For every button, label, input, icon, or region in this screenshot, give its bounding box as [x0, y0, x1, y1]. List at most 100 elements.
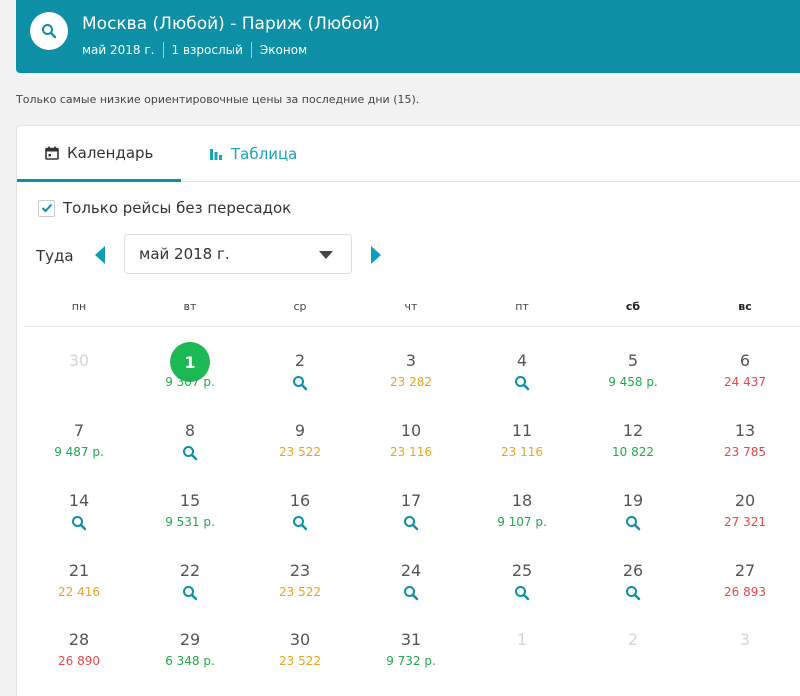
calendar-day-cell[interactable]: 6 24 437	[695, 351, 795, 417]
calendar-day-cell[interactable]: 24	[361, 561, 461, 627]
search-icon[interactable]	[514, 375, 530, 391]
weekday-label: сб	[625, 300, 641, 313]
calendar-day-cell[interactable]: 2	[250, 351, 350, 417]
calendar-day-cell[interactable]: 4	[472, 351, 572, 417]
calendar-day-cell[interactable]: 30 23 522	[250, 630, 350, 696]
day-number: 22	[179, 561, 201, 580]
tab-calendar[interactable]: Календарь	[17, 126, 181, 182]
nonstop-label: Только рейсы без пересадок	[63, 199, 292, 217]
calendar-day-cell[interactable]: 13 23 785	[695, 421, 795, 487]
calendar-day-cell[interactable]: 29 6 348 р.	[140, 630, 240, 696]
price-note: Только самые низкие ориентировочные цены…	[16, 93, 420, 106]
calendar-day-cell[interactable]: 12 10 822	[583, 421, 683, 487]
day-number: 15	[179, 491, 201, 510]
day-number: 19	[622, 491, 644, 510]
search-button[interactable]	[30, 12, 68, 50]
calendar-day-cell[interactable]: 8	[140, 421, 240, 487]
view-tabs: Календарь Таблица	[17, 126, 800, 182]
day-price[interactable]: 22 416	[58, 585, 100, 599]
calendar-day-cell[interactable]: 17	[361, 491, 461, 557]
calendar-day-cell[interactable]: 19	[583, 491, 683, 557]
weekday-label: вс	[738, 300, 752, 313]
calendar-day-cell[interactable]: 9 23 522	[250, 421, 350, 487]
day-price[interactable]: 9 732 р.	[386, 654, 436, 668]
calendar-day-cell[interactable]: 10 23 116	[361, 421, 461, 487]
nonstop-filter[interactable]: Только рейсы без пересадок	[38, 199, 291, 217]
day-number: 24	[400, 561, 422, 580]
calendar-day-cell[interactable]: 15 9 531 р.	[140, 491, 240, 557]
calendar-day-cell[interactable]: 20 27 321	[695, 491, 795, 557]
calendar-day-cell[interactable]: 18 9 107 р.	[472, 491, 572, 557]
calendar-day-cell[interactable]: 26	[583, 561, 683, 627]
search-icon[interactable]	[625, 515, 641, 531]
calendar-day-cell[interactable]: 23 23 522	[250, 561, 350, 627]
next-month-arrow[interactable]	[371, 246, 381, 264]
calendar-day-cell[interactable]: 11 23 116	[472, 421, 572, 487]
day-number: 25	[511, 561, 533, 580]
day-number: 29	[179, 630, 201, 649]
tab-calendar-label: Календарь	[67, 143, 154, 162]
calendar-day-cell[interactable]: 25	[472, 561, 572, 627]
month-select-value: май 2018 г.	[139, 245, 230, 263]
calendar-day-cell: 2	[583, 630, 683, 696]
calendar-day-cell[interactable]: 21 22 416	[29, 561, 129, 627]
day-price[interactable]: 24 437	[724, 375, 766, 389]
search-month: май 2018 г.	[82, 43, 155, 57]
day-number: 2	[294, 351, 306, 370]
search-icon[interactable]	[71, 515, 87, 531]
calendar-day-cell[interactable]: 22	[140, 561, 240, 627]
calendar-day-cell[interactable]: 5 9 458 р.	[583, 351, 683, 417]
day-price[interactable]: 23 522	[279, 445, 321, 459]
calendar-panel: Календарь Таблица Только рейсы без перес…	[16, 125, 800, 696]
day-price[interactable]: 23 282	[390, 375, 432, 389]
search-icon[interactable]	[403, 515, 419, 531]
month-select[interactable]: май 2018 г.	[124, 234, 352, 274]
day-number: 5	[627, 351, 639, 370]
search-icon[interactable]	[403, 585, 419, 601]
nonstop-checkbox[interactable]	[38, 199, 55, 217]
selected-day-badge[interactable]: 1	[170, 342, 210, 382]
search-icon[interactable]	[292, 375, 308, 391]
search-icon[interactable]	[292, 515, 308, 531]
day-price[interactable]: 26 893	[724, 585, 766, 599]
calendar-day-cell[interactable]: 7 9 487 р.	[29, 421, 129, 487]
day-price[interactable]: 23 116	[390, 445, 432, 459]
day-number: 21	[68, 561, 90, 580]
calendar-day-cell[interactable]: 28 26 890	[29, 630, 129, 696]
search-icon[interactable]	[182, 585, 198, 601]
day-price[interactable]: 23 785	[724, 445, 766, 459]
day-price[interactable]: 27 321	[724, 515, 766, 529]
check-icon	[41, 203, 52, 213]
prev-month-arrow[interactable]	[95, 246, 105, 264]
day-price[interactable]: 9 307 р.	[165, 375, 215, 389]
calendar-day-cell[interactable]: 3 23 282	[361, 351, 461, 417]
calendar-day-cell[interactable]: 16	[250, 491, 350, 557]
calendar-day-cell[interactable]: 31 9 732 р.	[361, 630, 461, 696]
search-icon[interactable]	[625, 585, 641, 601]
calendar-day-cell[interactable]: 14	[29, 491, 129, 557]
day-price[interactable]: 23 116	[501, 445, 543, 459]
bar-chart-icon	[210, 149, 222, 160]
day-price[interactable]: 23 522	[279, 654, 321, 668]
day-price[interactable]: 23 522	[279, 585, 321, 599]
weekday-label: вт	[183, 300, 197, 313]
day-price[interactable]: 9 107 р.	[497, 515, 547, 529]
search-icon[interactable]	[514, 585, 530, 601]
day-number: 28	[68, 630, 90, 649]
calendar-day-cell: 1	[472, 630, 572, 696]
day-price[interactable]: 26 890	[58, 654, 100, 668]
day-number: 2	[627, 630, 639, 649]
tab-table[interactable]: Таблица	[205, 126, 355, 182]
calendar-day-cell: 30	[29, 351, 129, 417]
calendar-day-cell[interactable]: 27 26 893	[695, 561, 795, 627]
day-number: 10	[400, 421, 422, 440]
search-icon[interactable]	[182, 445, 198, 461]
day-number: 14	[68, 491, 90, 510]
day-number: 27	[734, 561, 756, 580]
day-price[interactable]: 9 487 р.	[54, 445, 104, 459]
day-price[interactable]: 10 822	[612, 445, 654, 459]
day-price[interactable]: 6 348 р.	[165, 654, 215, 668]
day-price[interactable]: 9 531 р.	[165, 515, 215, 529]
day-price[interactable]: 9 458 р.	[608, 375, 658, 389]
